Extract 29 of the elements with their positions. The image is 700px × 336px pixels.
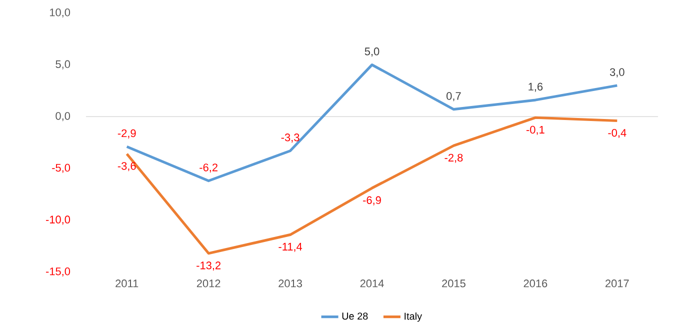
data-label: 3,0 [610, 68, 624, 78]
data-label: 1,6 [528, 82, 543, 92]
y-tick-label: 10,0 [50, 8, 70, 18]
data-label: -6,9 [363, 196, 381, 206]
x-tick-label: 2014 [360, 280, 384, 288]
data-label: -0,4 [608, 128, 626, 138]
y-tick-label: -15,0 [46, 267, 70, 277]
x-tick-label: 2011 [116, 280, 138, 288]
data-label: -11,4 [278, 242, 302, 252]
y-tick-label: -10,0 [46, 216, 70, 225]
data-label: -2,8 [444, 154, 463, 163]
data-label: -2,9 [118, 129, 136, 138]
x-tick-label: 2016 [524, 280, 548, 288]
x-tick-label: 2012 [196, 280, 220, 288]
data-label: -3,6 [118, 162, 136, 172]
legend-label: Ue 28 [342, 312, 368, 320]
y-tick-label: 5,0 [56, 60, 70, 70]
data-label: -13,2 [196, 262, 221, 271]
data-label: -0,1 [526, 126, 544, 135]
y-tick-label: -5,0 [52, 164, 70, 173]
x-tick-label: 2017 [606, 280, 629, 288]
data-label: -6,2 [200, 164, 218, 173]
data-label: -3,3 [281, 134, 300, 143]
x-tick-label: 2015 [442, 280, 466, 288]
data-label: 0,7 [446, 92, 461, 102]
y-tick-label: 0,0 [56, 112, 70, 122]
data-label: 5,0 [364, 48, 380, 57]
legend-label: Italy [404, 312, 422, 322]
x-tick-label: 2013 [278, 280, 302, 288]
